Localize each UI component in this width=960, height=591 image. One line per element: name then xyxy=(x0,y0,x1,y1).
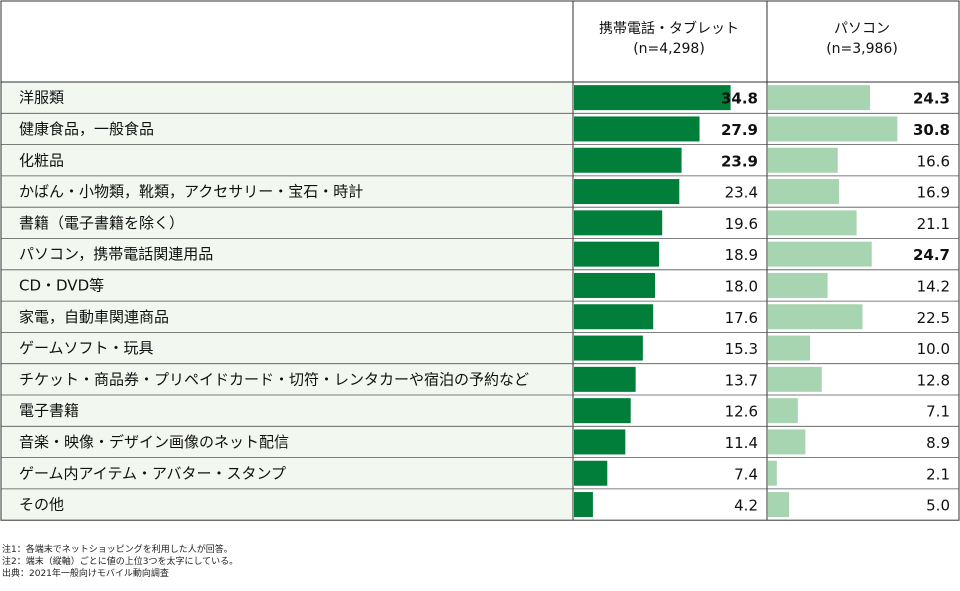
category-label: その他 xyxy=(19,496,64,514)
category-label: 電子書籍 xyxy=(19,402,79,420)
value-label-mobile: 34.8 xyxy=(721,90,758,108)
bar-pc xyxy=(768,398,798,424)
series-header-pc-n: (n=3,986) xyxy=(826,41,898,57)
category-label: 書籍（電子書籍を除く） xyxy=(19,214,184,232)
value-label-mobile: 18.9 xyxy=(725,246,758,264)
bar-mobile xyxy=(574,398,631,424)
value-label-pc: 24.3 xyxy=(913,90,950,108)
bar-mobile xyxy=(574,179,680,205)
bar-mobile xyxy=(574,85,731,111)
bar-mobile xyxy=(574,460,608,486)
category-label: 家電，自動車関連商品 xyxy=(19,308,169,326)
value-label-mobile: 12.6 xyxy=(725,403,758,421)
value-label-mobile: 17.6 xyxy=(725,309,758,327)
value-label-pc: 24.7 xyxy=(913,246,950,264)
bar-pc xyxy=(768,85,871,111)
bar-pc xyxy=(768,492,789,518)
value-label-pc: 14.2 xyxy=(917,277,950,295)
bar-pc xyxy=(768,241,872,267)
bar-mobile xyxy=(574,335,643,361)
value-label-pc: 30.8 xyxy=(913,121,950,139)
bar-pc xyxy=(768,210,857,236)
value-label-pc: 7.1 xyxy=(926,403,950,421)
bar-mobile xyxy=(574,116,700,142)
value-label-mobile: 23.4 xyxy=(725,184,758,202)
value-label-mobile: 4.2 xyxy=(734,497,758,515)
series-header-mobile-name: 携帯電話・タブレット xyxy=(599,20,739,37)
value-label-mobile: 23.9 xyxy=(721,152,758,170)
value-label-pc: 16.6 xyxy=(917,152,950,170)
category-label: CD・DVD等 xyxy=(19,276,104,294)
value-label-pc: 5.0 xyxy=(926,497,950,515)
category-label: チケット・商品券・プリペイドカード・切符・レンタカーや宿泊の予約など xyxy=(19,370,529,388)
bar-mobile xyxy=(574,492,593,518)
category-label: 音楽・映像・デザイン画像のネット配信 xyxy=(19,433,289,451)
category-label: パソコン，携帯電話関連用品 xyxy=(19,245,213,263)
note-2: 注2：端末（縦軸）ごとに値の上位3つを太字にしている。 xyxy=(2,557,239,567)
bar-pc xyxy=(768,147,838,173)
value-label-pc: 8.9 xyxy=(926,434,950,452)
bar-pc xyxy=(768,335,810,361)
bar-mobile xyxy=(574,304,654,330)
note-1: 注1：各端末でネットショッピングを利用した人が回答。 xyxy=(2,545,233,555)
value-label-pc: 21.1 xyxy=(917,215,950,233)
bar-pc xyxy=(768,460,777,486)
category-label: ゲーム内アイテム・アバター・スタンプ xyxy=(19,464,286,482)
bar-pc xyxy=(768,179,839,205)
bar-pc xyxy=(768,272,828,298)
bar-mobile xyxy=(574,241,660,267)
value-label-pc: 16.9 xyxy=(917,184,950,202)
series-header-mobile-n: (n=4,298) xyxy=(633,41,705,57)
category-label: 化粧品 xyxy=(19,151,64,169)
bar-mobile xyxy=(574,366,636,392)
chart-rows: 洋服類 34.8 24.3 健康食品，一般食品 27.9 30.8 化粧品 23.9 16.6 か… xyxy=(19,85,950,518)
value-label-pc: 2.1 xyxy=(926,465,950,483)
category-label: ゲームソフト・玩具 xyxy=(19,339,154,357)
table-border xyxy=(0,0,960,521)
bar-pc xyxy=(768,116,898,142)
value-label-mobile: 27.9 xyxy=(721,121,758,139)
footnotes: 注1：各端末でネットショッピングを利用した人が回答。 注2：端末（縦軸）ごとに値… xyxy=(2,544,238,580)
value-label-mobile: 18.0 xyxy=(725,277,758,295)
value-label-mobile: 15.3 xyxy=(725,340,758,358)
table-grid xyxy=(0,0,960,521)
bar-mobile xyxy=(574,210,663,236)
value-label-mobile: 19.6 xyxy=(725,215,758,233)
series-header-pc-name: パソコン xyxy=(834,21,890,37)
bar-mobile xyxy=(574,429,626,455)
value-label-pc: 12.8 xyxy=(917,371,950,389)
category-label: 健康食品，一般食品 xyxy=(19,120,154,138)
value-label-mobile: 13.7 xyxy=(725,371,758,389)
bar-pc xyxy=(768,429,806,455)
value-label-mobile: 11.4 xyxy=(725,434,758,452)
value-label-pc: 10.0 xyxy=(917,340,950,358)
source-note: 出典：2021年一般向けモバイル動向調査 xyxy=(2,569,169,579)
category-label: かばん・小物類，靴類，アクセサリー・宝石・時計 xyxy=(19,183,363,201)
value-label-mobile: 7.4 xyxy=(734,465,758,483)
bar-mobile xyxy=(574,272,655,298)
bar-mobile xyxy=(574,147,682,173)
bar-pc xyxy=(768,304,863,330)
bar-chart-table: 携帯電話・タブレット (n=4,298) パソコン (n=3,986) 洋服類 3… xyxy=(0,0,960,521)
category-label: 洋服類 xyxy=(19,89,64,107)
bar-pc xyxy=(768,366,822,392)
value-label-pc: 22.5 xyxy=(917,309,950,327)
